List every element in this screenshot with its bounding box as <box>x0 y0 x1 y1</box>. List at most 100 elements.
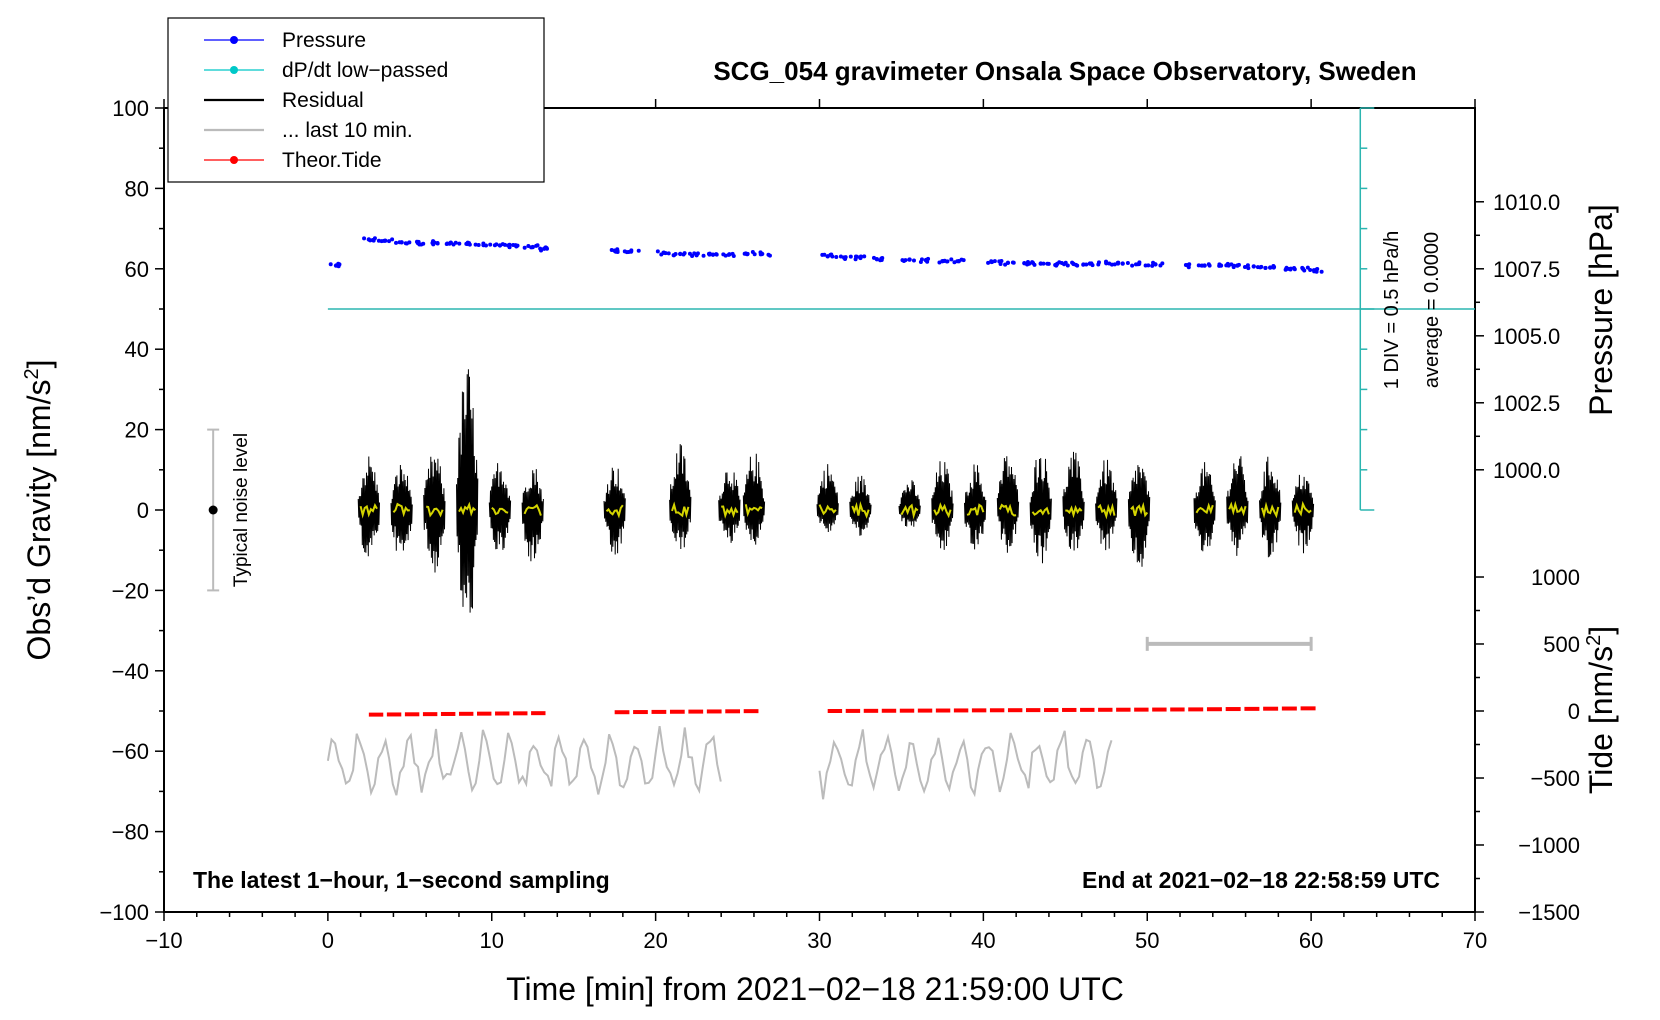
pressure-tick-label: 1010.0 <box>1493 190 1560 215</box>
tide-tick-label: 500 <box>1543 632 1580 657</box>
pressure-point <box>1242 264 1247 269</box>
pressure-point <box>397 240 402 245</box>
pressure-point <box>500 242 505 247</box>
pressure-point <box>328 262 333 267</box>
pressure-point <box>1065 263 1070 268</box>
x-tick-label: 20 <box>643 928 667 953</box>
pressure-point <box>1107 261 1112 266</box>
residual-lowpass <box>851 501 870 519</box>
tide-tick-label: −500 <box>1530 766 1580 791</box>
residual-burst <box>1226 456 1249 556</box>
residual-burst <box>816 464 839 533</box>
pressure-point <box>1027 261 1032 266</box>
pressure-point <box>1081 262 1086 267</box>
pressure-point <box>925 259 930 264</box>
x-tick-label: 30 <box>807 928 831 953</box>
residual-lowpass <box>1228 500 1247 517</box>
x-tick-label: 10 <box>480 928 504 953</box>
pressure-point <box>710 252 716 257</box>
pressure-point <box>1186 265 1191 270</box>
pressure-point <box>692 251 697 256</box>
pressure-point <box>538 246 543 251</box>
residual-lowpass <box>523 503 542 516</box>
pressure-point <box>659 252 664 257</box>
legend-label: dP/dt low−passed <box>282 59 448 82</box>
pressure-point <box>758 252 763 257</box>
pressure-point <box>937 260 942 265</box>
pressure-point <box>1259 264 1264 269</box>
pressure-point <box>1096 262 1101 267</box>
pressure-point <box>721 252 726 257</box>
pressure-point <box>1070 260 1075 265</box>
pressure-point <box>1104 259 1109 264</box>
residual-burst <box>742 453 766 545</box>
pressure-point <box>1053 262 1058 267</box>
footnote-left: The latest 1−hour, 1−second sampling <box>193 867 610 893</box>
residual-lowpass <box>458 501 477 517</box>
pressure-point <box>767 253 772 258</box>
pressure-point <box>663 251 668 256</box>
pressure-point <box>522 245 527 250</box>
residual-lowpass <box>426 505 444 518</box>
pressure-point <box>666 251 671 256</box>
residual-lowpass <box>1293 500 1312 517</box>
pressure-point <box>986 260 991 265</box>
residual-burst <box>603 467 626 555</box>
pressure-point <box>726 252 731 257</box>
pressure-point <box>390 237 395 242</box>
legend-label: Pressure <box>282 29 366 52</box>
pressure-point <box>843 257 848 262</box>
residual-lowpass <box>1097 502 1116 520</box>
pressure-point <box>690 254 695 259</box>
pressure-point <box>381 238 386 243</box>
pressure-point <box>507 245 512 250</box>
dpdt-average-label: average = 0.0000 <box>1421 232 1443 388</box>
residual-lowpass <box>671 501 690 519</box>
pressure-point <box>1314 269 1319 274</box>
pressure-point <box>714 252 719 257</box>
pressure-point <box>545 246 550 251</box>
pressure-point <box>1116 260 1121 265</box>
pressure-point <box>941 258 946 263</box>
x-tick-label: 70 <box>1463 928 1487 953</box>
pressure-point <box>387 239 392 244</box>
pressure-point <box>476 243 481 248</box>
pressure-point <box>529 245 534 250</box>
pressure-point <box>862 254 867 259</box>
pressure-point <box>1292 267 1297 272</box>
pressure-point <box>907 257 912 262</box>
y-axis-label-left: Obs’d Gravity [nm/s2] <box>21 360 57 661</box>
pressure-point <box>834 254 839 259</box>
pressure-point <box>1229 262 1234 267</box>
pressure-point <box>431 242 436 247</box>
legend-label: ... last 10 min. <box>282 119 413 142</box>
pressure-point <box>417 242 422 247</box>
pressure-point <box>473 242 478 247</box>
y-tick-label: 100 <box>112 96 149 121</box>
residual-burst <box>1193 462 1216 552</box>
pressure-point <box>431 239 436 244</box>
tide-tick-label: 0 <box>1568 699 1580 724</box>
pressure-point <box>1151 260 1156 265</box>
residual-burst <box>1259 456 1282 558</box>
pressure-point <box>1084 262 1089 267</box>
residual-lowpass <box>1261 501 1280 519</box>
pressure-point <box>1217 263 1222 268</box>
pressure-point <box>535 243 540 248</box>
pressure-point <box>394 240 399 245</box>
residual-burst <box>456 369 479 613</box>
pressure-point <box>1160 261 1165 266</box>
residual-burst <box>964 464 987 550</box>
pressure-point <box>492 243 497 248</box>
pressure-point <box>880 255 885 260</box>
residual-burst <box>898 480 921 527</box>
last10-trace <box>818 729 1113 800</box>
pressure-point <box>1236 262 1241 267</box>
pressure-point <box>695 251 700 256</box>
pressure-point <box>1073 262 1078 267</box>
pressure-point <box>1187 262 1192 267</box>
pressure-point <box>701 253 706 258</box>
residual-burst <box>1127 465 1151 567</box>
pressure-point <box>959 257 964 262</box>
